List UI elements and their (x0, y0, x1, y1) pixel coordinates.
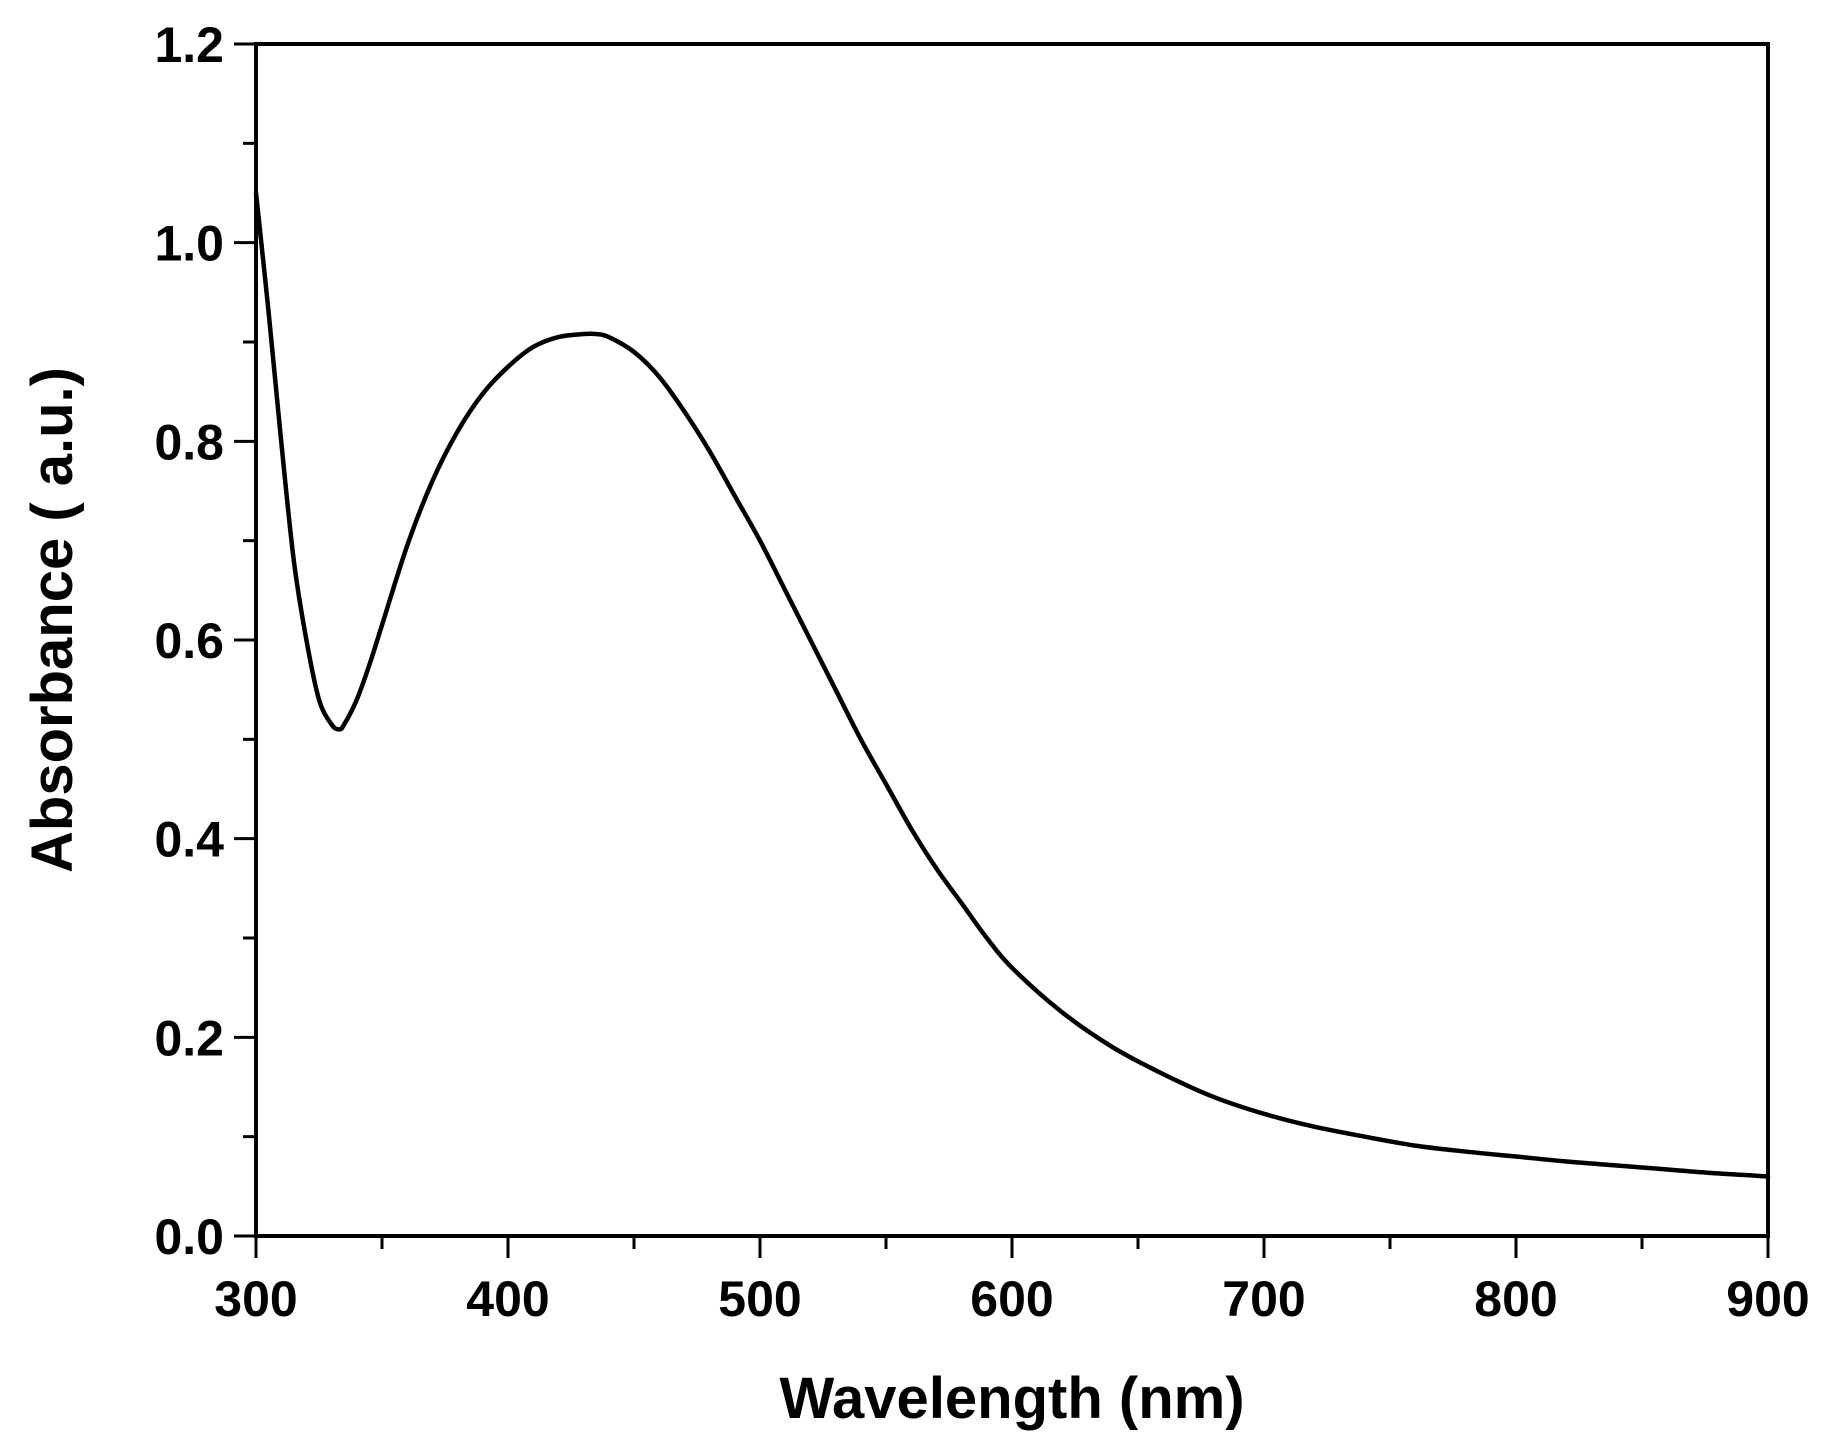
x-tick-labels: 300 400 500 600 700 800 900 (214, 1271, 1809, 1327)
x-tick-label: 300 (214, 1271, 297, 1327)
y-tick-label: 1.2 (154, 17, 224, 73)
y-tick-labels: 0.0 0.2 0.4 0.6 0.8 1.0 1.2 (154, 17, 224, 1265)
x-axis-title: Wavelength (nm) (779, 1366, 1244, 1431)
absorbance-series-line (253, 190, 1771, 1179)
y-tick-label: 0.6 (154, 613, 224, 669)
x-tick-label: 400 (466, 1271, 549, 1327)
y-tick-label: 1.0 (154, 216, 224, 272)
y-axis-title: Absorbance ( a.u.) (20, 367, 85, 873)
plot-frame (254, 42, 1770, 1238)
x-tick-label: 700 (1222, 1271, 1305, 1327)
tick-marks (234, 42, 1770, 1258)
x-tick-label: 600 (970, 1271, 1053, 1327)
y-tick-label: 0.2 (154, 1010, 224, 1066)
y-tick-label: 0.0 (154, 1209, 224, 1265)
y-tick-label: 0.8 (154, 414, 224, 470)
x-tick-label: 500 (718, 1271, 801, 1327)
x-tick-label: 800 (1474, 1271, 1557, 1327)
y-tick-label: 0.4 (154, 812, 224, 868)
x-tick-label: 900 (1726, 1271, 1809, 1327)
